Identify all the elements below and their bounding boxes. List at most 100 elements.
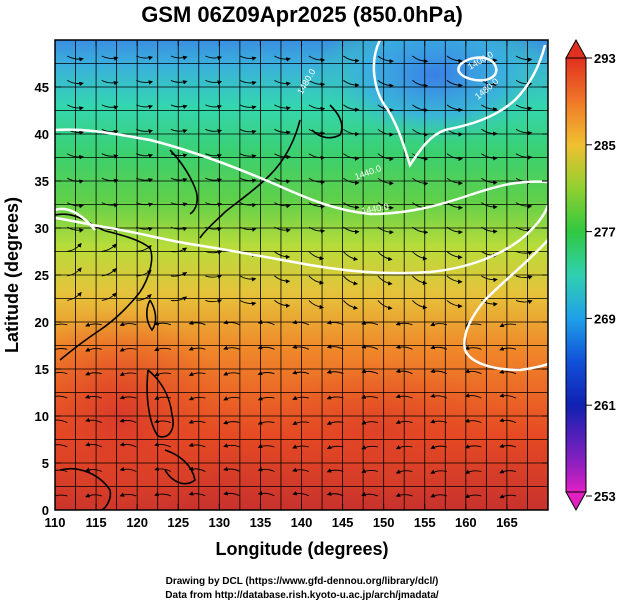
streamline-arrow — [430, 469, 448, 474]
streamline-arrow — [154, 371, 172, 377]
streamline-arrow — [292, 491, 310, 497]
streamline-arrow — [101, 128, 119, 135]
streamline-arrow — [188, 320, 206, 326]
streamline-arrow — [205, 153, 223, 159]
streamline-arrow — [343, 128, 360, 137]
streamline-arrow — [395, 344, 413, 350]
streamline-arrow — [430, 321, 448, 327]
streamline-arrow — [343, 226, 360, 235]
coastlines — [55, 104, 343, 510]
streamline-arrow — [205, 79, 223, 85]
streamline-arrow — [170, 271, 188, 277]
streamline-arrow — [101, 79, 119, 86]
streamline-arrow — [55, 468, 68, 473]
streamline-arrow — [377, 177, 394, 186]
streamline-arrow — [430, 493, 448, 498]
map-title: GSM 06Z09Apr2025 (850.0hPa) — [141, 2, 463, 27]
streamline-arrow — [395, 419, 413, 424]
streamline-arrow — [101, 177, 119, 184]
streamline-arrow — [85, 394, 102, 399]
y-tick-label: 30 — [35, 221, 49, 236]
contour-south — [463, 239, 548, 372]
warm-core-region — [55, 310, 230, 510]
contour-1400 — [372, 40, 547, 168]
x-axis-label: Longitude (degrees) — [215, 539, 388, 559]
streamline-arrow — [481, 275, 498, 283]
streamline-arrow — [239, 226, 257, 232]
streamline-arrow — [136, 128, 154, 134]
streamline-arrow — [430, 393, 448, 399]
streamline-arrow — [515, 250, 533, 256]
streamline-arrow — [67, 80, 84, 87]
colorbar-tick-label: 261 — [594, 398, 616, 413]
streamline-arrow — [136, 226, 154, 232]
contour-1440 — [55, 128, 548, 216]
streamline-arrow — [85, 442, 103, 448]
streamline-arrow — [274, 202, 291, 209]
streamline-arrow — [464, 469, 482, 474]
streamline-arrow — [464, 493, 482, 498]
streamline-arrow — [446, 80, 463, 88]
streamline-arrow — [361, 344, 379, 350]
streamline-arrow — [154, 442, 172, 448]
streamline-arrow — [101, 104, 119, 110]
streamline-arrow — [274, 55, 291, 62]
streamline-arrow — [205, 104, 223, 110]
streamline-arrow — [154, 346, 172, 351]
streamline-arrow — [446, 202, 463, 210]
y-tick-label: 5 — [42, 456, 49, 471]
colorbar-bottom-cap — [565, 491, 587, 512]
streamline-arrow — [412, 55, 429, 64]
streamline-arrow — [361, 369, 379, 375]
streamline-arrow — [499, 469, 517, 474]
streamline-arrow — [515, 80, 533, 87]
streamline-arrow — [361, 320, 379, 326]
streamline-arrow — [412, 153, 429, 162]
streamline-arrow — [326, 445, 344, 450]
colorbar-ticks: 293 285 277 269 261 253 — [586, 51, 616, 504]
streamline-arrow — [499, 322, 517, 328]
streamline-arrow — [154, 321, 172, 326]
contour-west — [55, 207, 96, 231]
streamline-arrow — [515, 128, 533, 136]
streamline-arrow — [223, 371, 241, 376]
streamline-arrow — [136, 177, 154, 183]
streamline-arrow — [464, 393, 482, 399]
streamline-arrow — [377, 300, 393, 311]
streamline-arrow — [274, 153, 291, 160]
streamline-arrow — [154, 491, 172, 497]
streamline-arrow — [223, 396, 241, 401]
streamline-arrow — [377, 275, 393, 286]
streamline-arrow — [481, 177, 498, 185]
streamline-arrow — [515, 153, 533, 160]
streamline-arrow — [377, 55, 394, 64]
contour-1480 — [55, 204, 548, 275]
streamline-arrow — [239, 104, 257, 110]
streamline-arrow — [274, 226, 291, 233]
streamline-arrow — [205, 299, 223, 304]
streamline-arrow — [205, 274, 223, 279]
streamline-arrow — [395, 368, 413, 375]
streamline-arrow — [67, 153, 84, 160]
streamline-arrow — [257, 490, 275, 497]
y-tick-label: 15 — [35, 362, 49, 377]
streamline-arrow — [308, 202, 326, 210]
coastline-china — [55, 213, 153, 361]
streamline-arrow — [257, 319, 275, 326]
streamline-arrow — [343, 202, 360, 210]
streamline-arrow — [55, 347, 68, 352]
streamline-arrow — [205, 250, 223, 255]
streamline-arrow — [55, 442, 68, 448]
streamline-arrow — [481, 226, 498, 234]
streamline-arrow — [205, 177, 223, 183]
streamline-arrow — [446, 153, 463, 162]
streamline-arrow — [154, 418, 172, 424]
streamline-arrow — [85, 347, 102, 352]
streamline-arrow — [257, 370, 275, 375]
streamline-arrow — [274, 177, 291, 184]
streamline-arrow — [55, 393, 68, 399]
height-contours — [55, 40, 548, 372]
streamline-arrow — [412, 226, 429, 235]
streamline-arrow — [292, 319, 310, 326]
streamline-arrow — [55, 322, 68, 327]
